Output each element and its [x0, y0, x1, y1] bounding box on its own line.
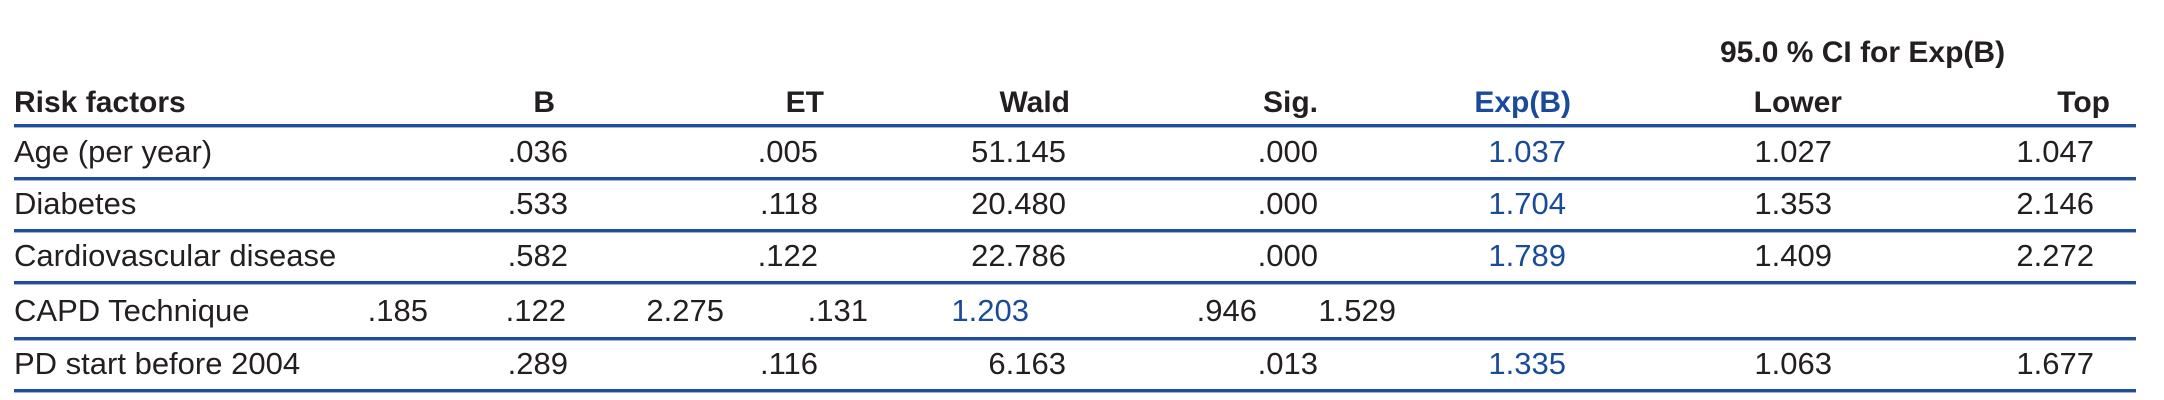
bottom-rule — [14, 389, 2136, 393]
cell-top: 1.047 — [2016, 134, 2094, 169]
cell-lower: 1.409 — [1754, 238, 1832, 273]
cell-expb: 1.704 — [1488, 186, 1566, 221]
cell-et: .116 — [759, 346, 818, 381]
cell-b: .582 — [507, 238, 568, 273]
cell-b: .185 — [367, 293, 428, 328]
risk-factor-label: Cardiovascular disease — [14, 238, 337, 273]
cell-et: .122 — [757, 238, 818, 273]
col-header-expb: Exp(B) — [1474, 86, 1571, 119]
cell-lower: .946 — [1196, 293, 1257, 328]
cell-expb: 1.203 — [951, 293, 1029, 328]
cell-lower: 1.353 — [1754, 186, 1832, 221]
cell-sig: .000 — [1257, 134, 1318, 169]
col-header-sig: Sig. — [1262, 86, 1318, 119]
col-header-lower: Lower — [1753, 86, 1842, 119]
cell-sig: .131 — [807, 293, 868, 328]
row-rule — [14, 337, 2136, 341]
row-rule — [14, 177, 2136, 181]
cell-b: .533 — [507, 186, 568, 221]
ci-group-header: 95.0 % CI for Exp(B) — [1720, 36, 2006, 69]
cell-expb: 1.335 — [1488, 346, 1566, 381]
col-header-b: B — [533, 86, 555, 119]
cell-top: 1.677 — [2016, 346, 2094, 381]
cell-sig: .000 — [1257, 238, 1318, 273]
cell-et: .118 — [759, 186, 818, 221]
cell-expb: 1.789 — [1488, 238, 1566, 273]
col-header-et: ET — [785, 86, 824, 119]
cell-top: 1.529 — [1318, 293, 1396, 328]
row-rule — [14, 229, 2136, 233]
cell-lower: 1.027 — [1754, 134, 1832, 169]
cell-lower: 1.063 — [1754, 346, 1832, 381]
cell-top: 2.146 — [2016, 186, 2094, 221]
header-rule — [14, 124, 2136, 128]
risk-factor-label: PD start before 2004 — [14, 346, 301, 381]
cell-wald: 20.480 — [971, 186, 1066, 221]
cell-wald: 22.786 — [971, 238, 1066, 273]
cell-et: .122 — [505, 293, 566, 328]
row-rule — [14, 281, 2136, 285]
cell-et: .005 — [757, 134, 818, 169]
col-header-wald: Wald — [999, 86, 1070, 119]
risk-factor-label: Age (per year) — [14, 134, 213, 169]
cell-wald: 6.163 — [988, 346, 1066, 381]
cell-wald: 2.275 — [646, 293, 724, 328]
cell-expb: 1.037 — [1488, 134, 1566, 169]
cell-sig: .000 — [1257, 186, 1318, 221]
col-header-risk-factors: Risk factors — [14, 86, 186, 119]
cell-wald: 51.145 — [971, 134, 1066, 169]
risk-factor-label: CAPD Technique — [14, 293, 250, 328]
cell-top: 2.272 — [2016, 238, 2094, 273]
risk-factor-label: Diabetes — [14, 186, 137, 221]
col-header-top: Top — [2057, 86, 2110, 119]
cell-b: .289 — [507, 346, 568, 381]
cell-sig: .013 — [1257, 346, 1318, 381]
cell-b: .036 — [507, 134, 568, 169]
